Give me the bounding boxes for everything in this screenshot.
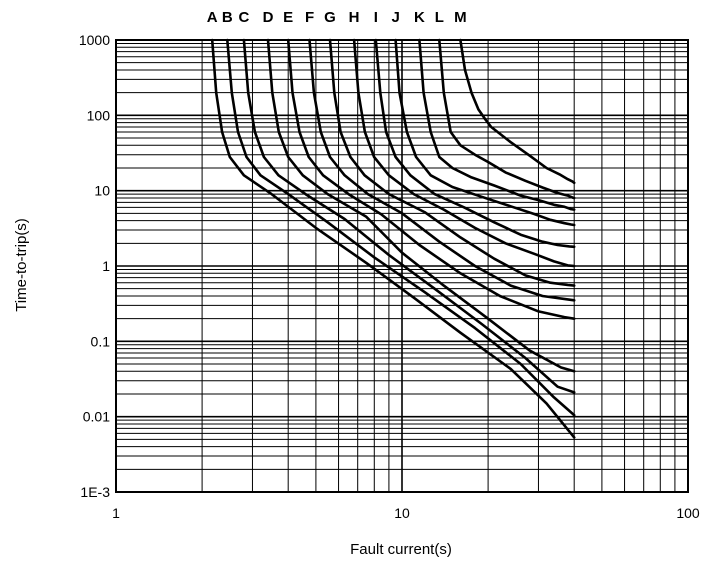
trip-curve-g: [328, 38, 576, 287]
curve-label-f: F: [305, 9, 314, 26]
trip-curve-f: [308, 38, 576, 302]
curve-label-i: I: [374, 9, 378, 26]
trip-curve-j: [394, 38, 576, 227]
curve-label-m: M: [454, 9, 467, 26]
trip-curve-h: [352, 38, 576, 268]
y-tick-label: 1: [102, 258, 110, 274]
curve-label-j: J: [391, 9, 399, 26]
trip-curve-m: [459, 38, 576, 185]
y-tick-label: 1E-3: [80, 484, 110, 500]
y-tick-label: 1000: [79, 32, 110, 48]
y-axis-ticks: 1E-3 0.01 0.1 1 10 100 1000: [79, 32, 110, 500]
x-axis-title: Fault current(s): [350, 541, 452, 558]
x-axis-ticks: 1 10 100: [112, 505, 700, 521]
curve-label-a: A: [207, 9, 218, 26]
curve-label-l: L: [435, 9, 444, 26]
curve-label-h: H: [349, 9, 360, 26]
y-tick-label: 10: [94, 183, 110, 199]
curve-label-e: E: [283, 9, 293, 26]
trip-curve-k: [418, 38, 576, 211]
y-tick-label: 0.1: [91, 333, 111, 349]
trip-curve-i: [374, 38, 576, 249]
trip-curve-b: [226, 38, 576, 417]
y-tick-label: 0.01: [83, 409, 110, 425]
plot-frame: [115, 39, 689, 493]
curve-label-k: K: [414, 9, 425, 26]
y-tick-label: 100: [87, 107, 111, 123]
trip-curve-e: [286, 38, 576, 321]
curve-label-g: G: [324, 9, 336, 26]
y-axis-title: Time-to-trip(s): [13, 218, 30, 312]
curve-label-b: B: [222, 9, 233, 26]
x-tick-label: 100: [676, 505, 700, 521]
curve-label-d: D: [263, 9, 274, 26]
x-tick-label: 1: [112, 505, 120, 521]
trip-curve-d: [266, 38, 576, 373]
trip-curve-l: [437, 38, 576, 200]
trip-curve-a: [210, 38, 576, 439]
x-tick-label: 10: [394, 505, 410, 521]
curve-label-c: C: [238, 9, 249, 26]
trip-curve-c: [242, 38, 576, 394]
trip-curves: [210, 38, 576, 439]
